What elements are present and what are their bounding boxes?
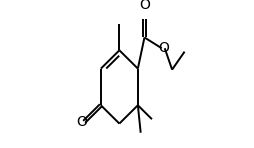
Text: O: O xyxy=(76,115,87,129)
Text: O: O xyxy=(158,41,169,55)
Text: O: O xyxy=(139,0,150,12)
